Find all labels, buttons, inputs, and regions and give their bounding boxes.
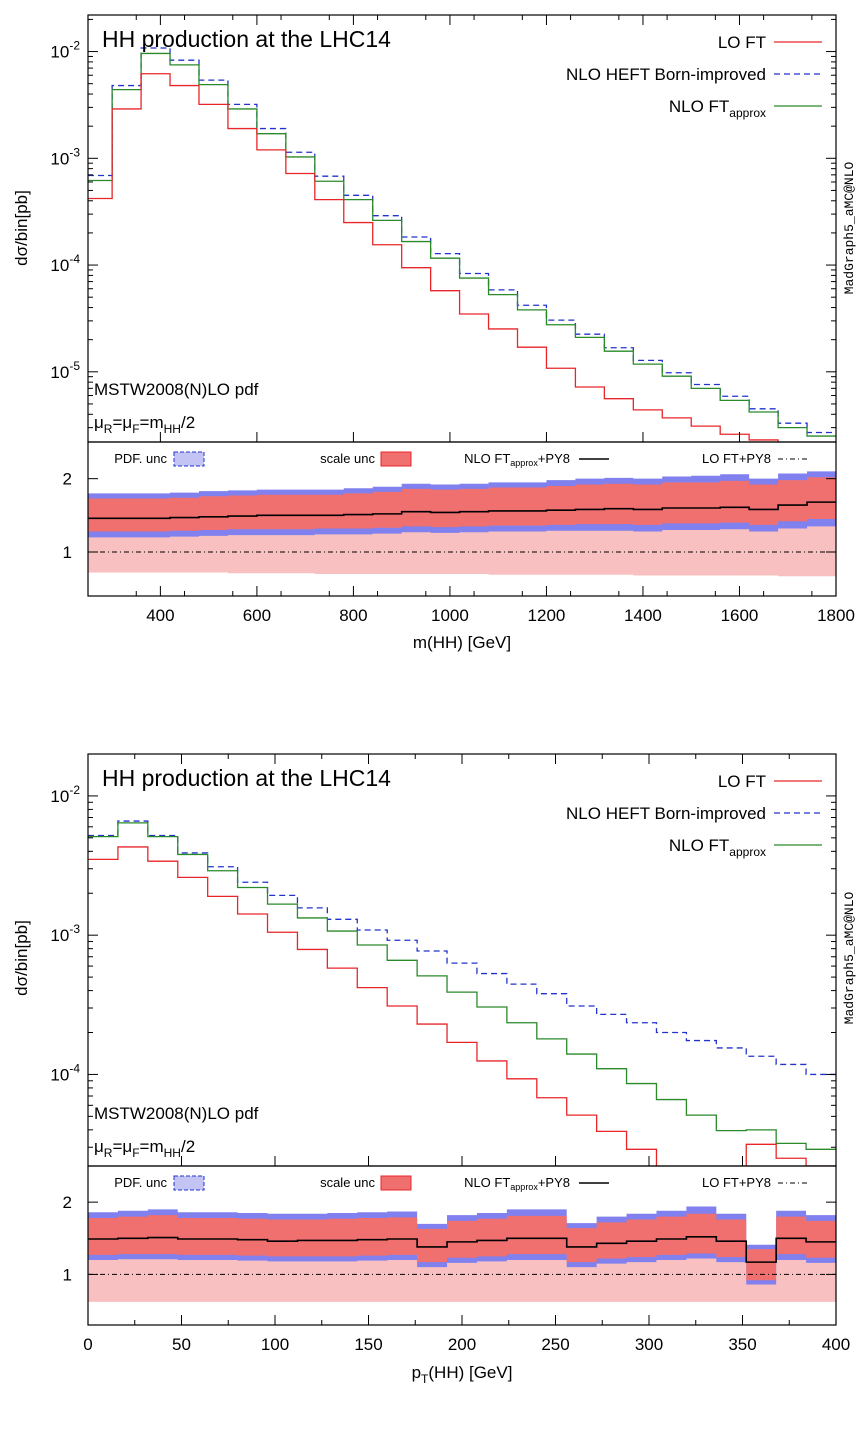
ratio-legend-label-nlopy8: NLO FTapprox+PY8 — [464, 451, 570, 468]
scale-note: μR=μF=mHH/2 — [94, 1137, 195, 1160]
madgraph-watermark: MadGraph5_aMC@NLO — [842, 161, 857, 294]
y-axis-label: dσ/bin[pb] — [12, 190, 31, 266]
pthh-chart: 10-2 10-3 10-4 1 2 0 50 100 150 200 250 300 350 400 dσ… — [12, 753, 857, 1386]
ratio-y-tick-label: 1 — [63, 1265, 72, 1284]
ratio-legend-label-nlopy8: NLO FTapprox+PY8 — [464, 1175, 570, 1192]
ratio-y-tick-label: 2 — [63, 470, 72, 489]
pdf-note: MSTW2008(N)LO pdf — [94, 380, 259, 399]
series-line-lo — [88, 73, 779, 442]
series-line-lo — [88, 846, 836, 1166]
legend-label-nlo: NLO FTapprox — [669, 836, 766, 859]
x-axis: 400 600 800 1000 1200 1400 1600 1800 — [87, 15, 855, 625]
scale-band — [88, 477, 836, 532]
ratio-legend-label-lopy8: LO FT+PY8 — [702, 451, 771, 466]
main-legend: LO FT NLO HEFT Born-improved NLO FTapprox — [566, 772, 822, 859]
x-tick-label: 300 — [635, 1335, 663, 1354]
main-series — [88, 820, 836, 1166]
x-tick-label: 400 — [146, 606, 174, 625]
main-legend: LO FT NLO HEFT Born-improved NLO FTapprox — [566, 33, 822, 120]
x-tick-label: 1000 — [431, 606, 469, 625]
y-tick-label: 10-3 — [50, 922, 80, 945]
x-tick-label: 1200 — [528, 606, 566, 625]
x-tick-label: 1400 — [624, 606, 662, 625]
x-tick-label: 150 — [354, 1335, 382, 1354]
pdf-unc-swatch — [173, 451, 205, 467]
x-tick-label: 50 — [172, 1335, 191, 1354]
y-tick-label: 10-3 — [50, 145, 80, 168]
y-axis: 10-2 10-3 10-4 10-5 1 2 — [50, 18, 836, 562]
x-axis: 0 50 100 150 200 250 300 350 400 — [83, 754, 850, 1354]
pdf-unc-swatch — [173, 1175, 205, 1191]
y-axis: 10-2 10-3 10-4 1 2 — [50, 753, 836, 1284]
madgraph-watermark: MadGraph5_aMC@NLO — [842, 891, 857, 1024]
ratio-bands — [88, 1206, 836, 1302]
chart-title: HH production at the LHC14 — [102, 765, 391, 791]
x-tick-label: 1600 — [721, 606, 759, 625]
scale-note: μR=μF=mHH/2 — [94, 413, 195, 436]
x-tick-label: 400 — [822, 1335, 850, 1354]
ratio-bands — [88, 471, 836, 577]
x-tick-label: 1800 — [817, 606, 855, 625]
x-axis-label: pT(HH) [GeV] — [412, 1363, 513, 1386]
ratio-y-tick-label: 1 — [63, 543, 72, 562]
nlo-py8-line — [88, 1236, 836, 1263]
ratio-frame — [87, 441, 837, 597]
scale-unc-swatch — [380, 451, 412, 467]
legend-label-lo: LO FT — [718, 772, 766, 791]
nlo-py8-line — [88, 501, 836, 520]
scale-unc-swatch — [380, 1175, 412, 1191]
y-tick-label: 10-2 — [50, 39, 80, 62]
legend-label-lo: LO FT — [718, 33, 766, 52]
ratio-y-tick-label: 2 — [63, 1193, 72, 1212]
ratio-legend-label-scale: scale unc — [320, 1175, 375, 1190]
x-tick-label: 600 — [243, 606, 271, 625]
ratio-legend: PDF. unc scale unc NLO FTapprox+PY8 LO FT+P… — [114, 1175, 808, 1192]
series-line-nlo — [88, 822, 836, 1150]
ratio-legend-label-pdf: PDF. unc — [114, 1175, 167, 1190]
x-axis-label: m(HH) [GeV] — [413, 633, 511, 652]
y-tick-label: 10-2 — [50, 783, 80, 806]
chart-title: HH production at the LHC14 — [102, 26, 391, 52]
legend-label-heft: NLO HEFT Born-improved — [566, 804, 766, 823]
pdf-note: MSTW2008(N)LO pdf — [94, 1104, 259, 1123]
lo-scale-band — [88, 1253, 836, 1302]
legend-label-nlo: NLO FTapprox — [669, 97, 766, 120]
legend-label-heft: NLO HEFT Born-improved — [566, 65, 766, 84]
x-tick-label: 800 — [339, 606, 367, 625]
x-tick-label: 350 — [728, 1335, 756, 1354]
x-tick-label: 200 — [448, 1335, 476, 1354]
y-tick-label: 10-5 — [50, 359, 80, 382]
series-line-nlo — [88, 52, 836, 437]
y-axis-label: dσ/bin[pb] — [12, 920, 31, 996]
ratio-legend-label-pdf: PDF. unc — [114, 451, 167, 466]
scale-band — [88, 1213, 836, 1281]
mhh-chart: 10-2 10-3 10-4 10-5 1 2 400 600 800 1000 1200 1400 1… — [12, 14, 857, 652]
x-tick-label: 0 — [83, 1335, 92, 1354]
ratio-legend-label-lopy8: LO FT+PY8 — [702, 1175, 771, 1190]
x-tick-label: 100 — [261, 1335, 289, 1354]
y-tick-label: 10-4 — [50, 1061, 80, 1084]
ratio-legend-label-scale: scale unc — [320, 451, 375, 466]
main-series — [88, 47, 836, 442]
ratio-legend: PDF. unc scale unc NLO FTapprox+PY8 LO FT+P… — [114, 451, 808, 468]
series-line-heft — [88, 820, 836, 1076]
y-tick-label: 10-4 — [50, 252, 80, 275]
x-tick-label: 250 — [541, 1335, 569, 1354]
